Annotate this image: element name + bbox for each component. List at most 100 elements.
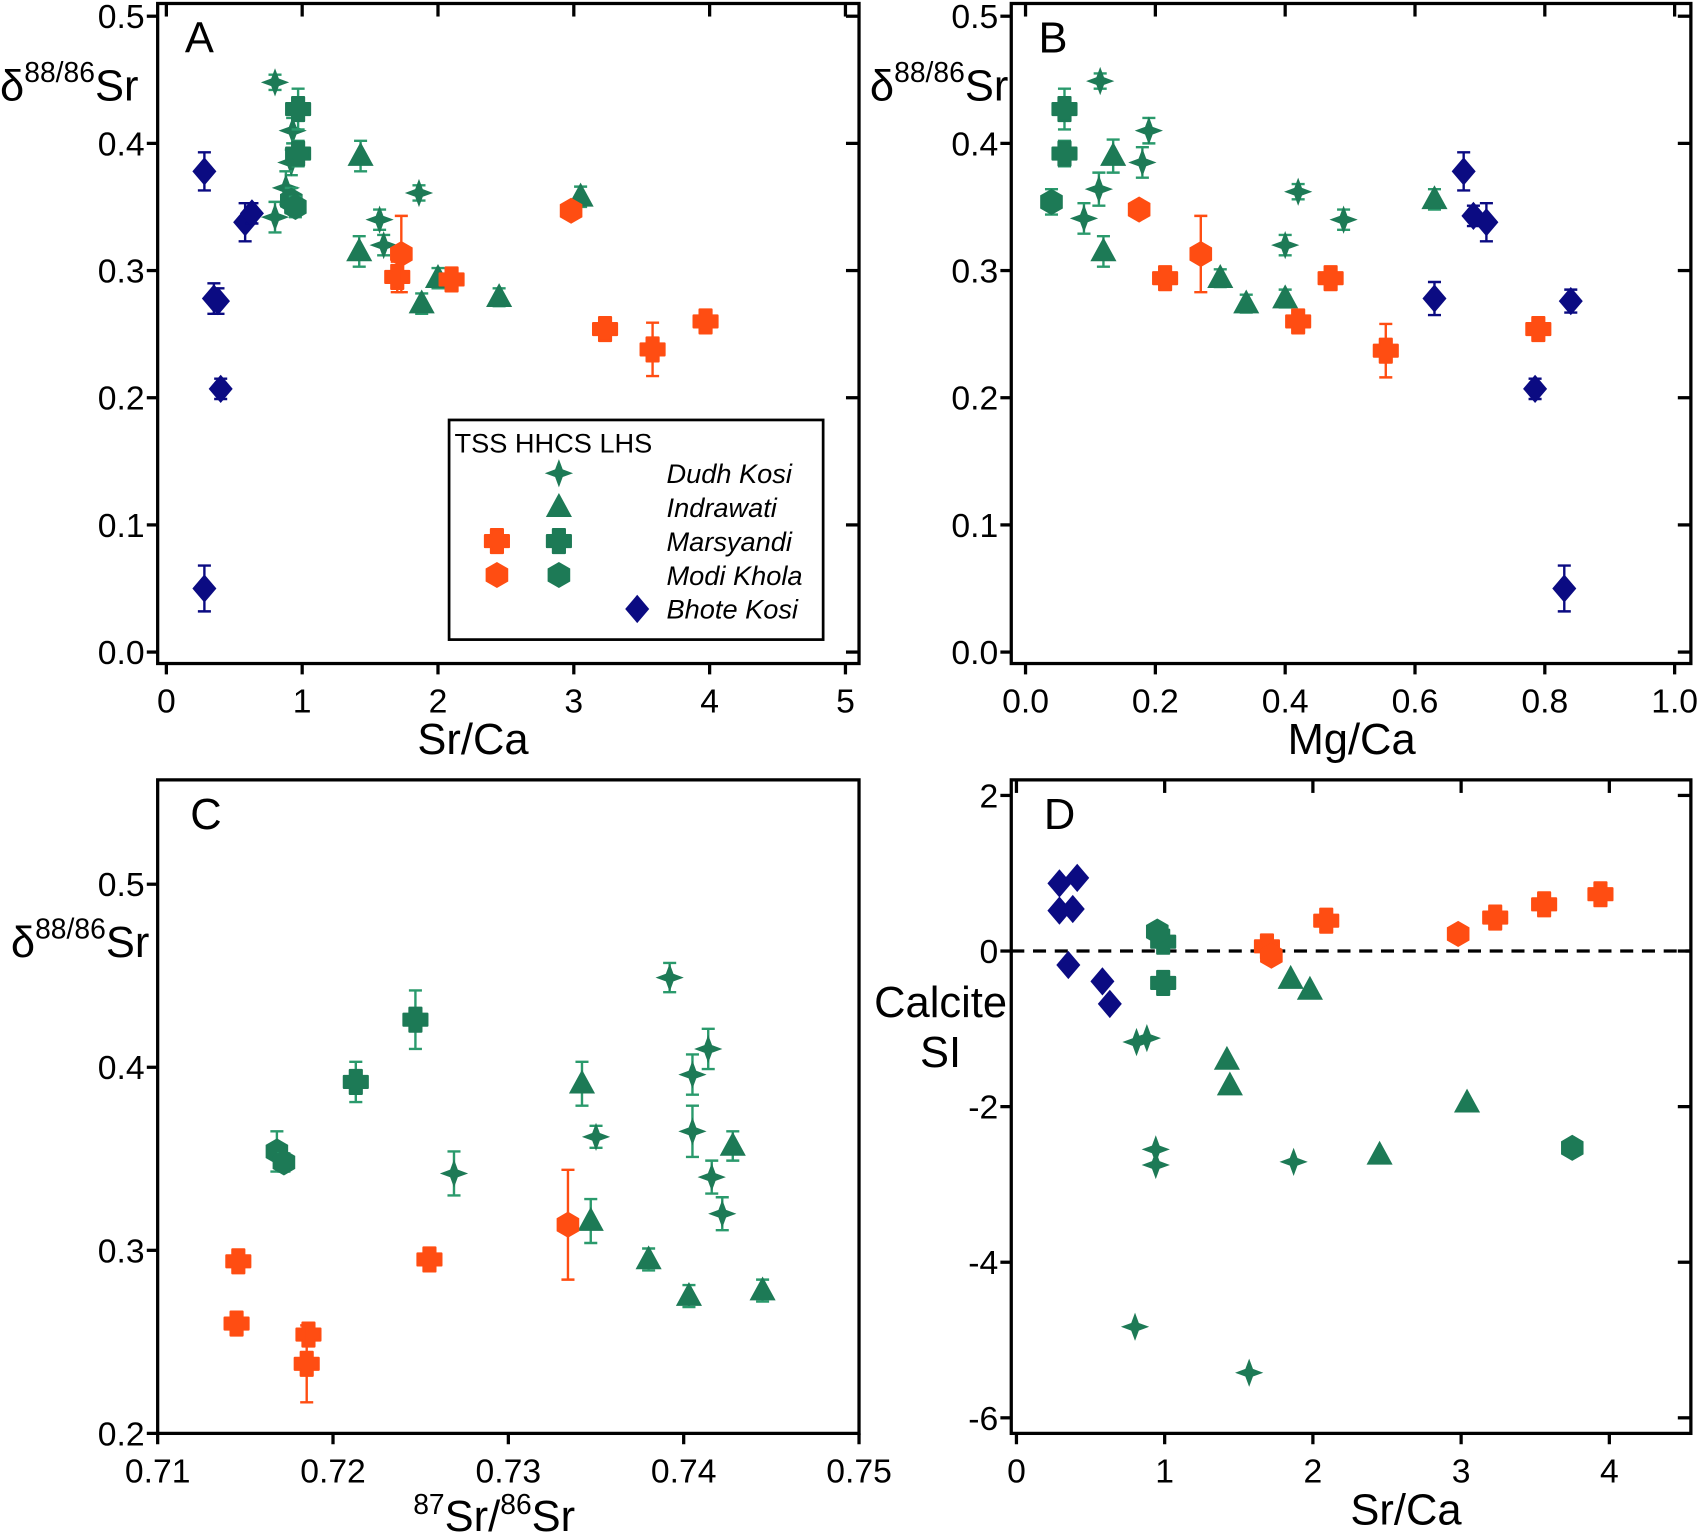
data-point-diamond xyxy=(1047,869,1072,898)
data-point-cross xyxy=(1152,265,1179,292)
x-tick-label: 3 xyxy=(1452,1452,1471,1490)
x-tick-label: 1.0 xyxy=(1651,682,1698,720)
data-point-diamond xyxy=(1065,863,1090,893)
x-tick-label: 0.74 xyxy=(651,1452,717,1490)
data-point-triangle xyxy=(1213,1045,1240,1070)
series-dudh-kosi-hhcs xyxy=(1120,1024,1308,1387)
legend-label: Bhote Kosi xyxy=(667,594,799,625)
y-tick-label: -4 xyxy=(968,1244,998,1282)
data-point-triangle xyxy=(568,1069,596,1094)
legend-marker-cross xyxy=(483,528,510,555)
data-point-star xyxy=(581,1122,611,1151)
data-point-star xyxy=(1132,1024,1162,1053)
data-point-star xyxy=(1084,175,1114,204)
data-point-triangle xyxy=(635,1245,662,1270)
data-point-diamond xyxy=(1451,157,1476,186)
data-point-star xyxy=(369,230,398,260)
series-modi-khola-tss xyxy=(1260,920,1470,969)
data-point-diamond xyxy=(1090,967,1115,996)
series-dudh-kosi-hhcs xyxy=(260,68,434,260)
y-tick-label: 0.4 xyxy=(951,125,998,163)
x-tick-label: 5 xyxy=(836,682,855,720)
y-axis-label: δ88/86Sr xyxy=(0,56,138,110)
legend-label: Modi Khola xyxy=(667,560,803,591)
legend-label: Dudh Kosi xyxy=(667,458,793,489)
data-point-diamond xyxy=(1097,989,1122,1019)
data-point-hexagon xyxy=(1145,918,1169,945)
data-point-hexagon xyxy=(556,1211,580,1238)
y-tick-label: 0.5 xyxy=(98,866,145,904)
series-modi-khola-hhcs xyxy=(1145,918,1584,1161)
data-point-star xyxy=(1271,230,1300,260)
data-point-triangle xyxy=(577,1206,604,1231)
data-point-hexagon xyxy=(1127,196,1151,223)
y-tick-label: -6 xyxy=(968,1400,998,1438)
series-modi-khola-tss xyxy=(556,1168,580,1281)
data-point-diamond xyxy=(192,157,217,186)
data-point-star xyxy=(439,1159,469,1188)
data-point-star xyxy=(1120,1312,1150,1341)
data-point-hexagon xyxy=(1189,240,1213,268)
data-point-diamond xyxy=(1523,374,1548,403)
data-point-cross xyxy=(223,1310,250,1337)
y-tick-label: 0.3 xyxy=(98,253,145,291)
data-point-diamond xyxy=(239,199,264,228)
data-point-triangle xyxy=(1421,185,1448,210)
y-tick-label: 0.1 xyxy=(951,507,998,545)
data-point-star xyxy=(1134,116,1164,145)
y-tick-label: 0.5 xyxy=(951,0,998,36)
data-point-triangle xyxy=(346,237,373,262)
data-point-star xyxy=(694,1034,723,1064)
data-point-diamond xyxy=(1552,574,1577,603)
data-point-diamond xyxy=(1422,284,1447,313)
series-marsyandi-tss xyxy=(1253,881,1614,960)
data-point-cross xyxy=(1587,881,1614,908)
data-point-cross xyxy=(285,140,312,167)
legend-header: TSS HHCS LHS xyxy=(455,428,653,459)
data-point-triangle xyxy=(1277,964,1304,989)
data-point-cross xyxy=(416,1246,443,1273)
series-indrawati-hhcs xyxy=(568,1060,776,1309)
data-point-hexagon xyxy=(1561,1134,1584,1161)
panel-letter: B xyxy=(1038,14,1067,62)
series-marsyandi-tss xyxy=(223,1246,443,1404)
panel-letter: A xyxy=(185,14,214,62)
legend-marker-cross xyxy=(545,528,572,555)
data-point-hexagon xyxy=(1446,920,1470,948)
data-point-triangle xyxy=(1100,141,1127,166)
data-point-cross xyxy=(591,316,619,343)
legend: TSS HHCS LHS Dudh KosiIndrawatiMarsyandiM… xyxy=(447,418,825,641)
series-indrawati-hhcs xyxy=(1213,964,1481,1165)
data-point-diamond xyxy=(1060,894,1085,924)
x-tick-label: 0.71 xyxy=(125,1452,191,1490)
x-axis-label: Sr/Ca xyxy=(417,716,529,764)
series-modi-khola-hhcs xyxy=(265,1130,296,1176)
x-tick-label: 2 xyxy=(429,682,448,720)
data-point-diamond xyxy=(192,574,217,603)
data-point-diamond xyxy=(1558,286,1583,316)
y-tick-label: 0.2 xyxy=(951,380,998,418)
plot-frame xyxy=(1009,1,1693,666)
x-tick-label: 2 xyxy=(1304,1452,1323,1490)
y-tick-label: 0.2 xyxy=(98,380,145,418)
series-indrawati-hhcs xyxy=(346,139,594,315)
y-tick-label: 0.3 xyxy=(98,1232,145,1270)
x-axis-label: Sr/Ca xyxy=(1350,1487,1462,1535)
y-tick-label: 2 xyxy=(979,777,998,815)
series-marsyandi-hhcs xyxy=(342,989,429,1104)
x-tick-label: 0.2 xyxy=(1132,682,1179,720)
x-tick-label: 0 xyxy=(157,682,176,720)
data-point-cross xyxy=(1317,265,1344,292)
x-tick-label: 0.72 xyxy=(300,1452,366,1490)
x-tick-label: 4 xyxy=(1600,1452,1619,1490)
series-bhote-kosi-lhs xyxy=(1047,863,1122,1019)
x-tick-label: 0.4 xyxy=(1262,682,1309,720)
series-bhote-kosi-lhs xyxy=(1422,151,1583,613)
data-point-star xyxy=(1279,1147,1308,1177)
legend-marker-triangle xyxy=(545,493,572,517)
legend-label: Indrawati xyxy=(667,492,778,523)
y-axis-label: δ88/86Sr xyxy=(870,56,1008,110)
data-point-cross xyxy=(342,1068,369,1095)
